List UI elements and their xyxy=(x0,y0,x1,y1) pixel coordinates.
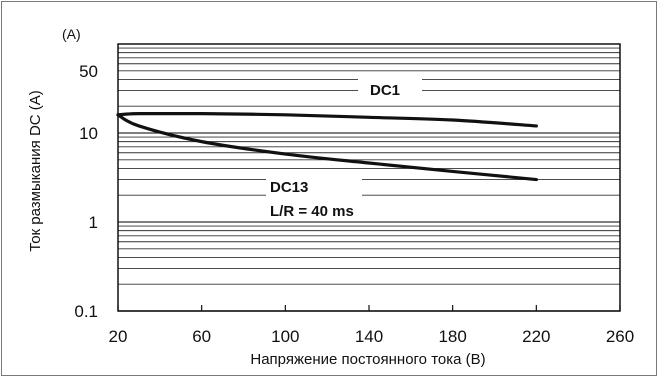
series-line-dc13 xyxy=(116,113,538,182)
series-label-dc1: DC1 xyxy=(370,82,400,99)
x-tick-label: 180 xyxy=(438,327,466,346)
y-axis-label: Ток размыкания DC (A) xyxy=(27,90,44,252)
series-label-dc13: DC13 xyxy=(270,179,308,196)
tick-labels: 20 60 100 140 180 220 260 0.1 1 10 50 xyxy=(74,62,634,346)
x-tick-label: 20 xyxy=(109,327,128,346)
y-tick-label: 1 xyxy=(89,213,98,232)
x-tick-label: 220 xyxy=(522,327,550,346)
dc1-label-bg xyxy=(358,78,422,100)
x-tick-label: 140 xyxy=(355,327,383,346)
series-line-dc1 xyxy=(116,111,538,128)
series-layer xyxy=(116,111,538,182)
x-tick-label: 60 xyxy=(192,327,211,346)
y-tick-label: 0.1 xyxy=(74,302,98,321)
x-axis-label: Напряжение постоянного тока (В) xyxy=(250,351,485,368)
series-sublabel-dc13: L/R = 40 ms xyxy=(270,203,354,220)
x-tick-label: 260 xyxy=(606,327,634,346)
plot-border xyxy=(117,43,621,312)
dc13-label-bg xyxy=(266,176,362,220)
y-tick-label: 10 xyxy=(79,124,98,143)
y-unit-label: (A) xyxy=(62,26,81,42)
x-tick-label: 100 xyxy=(271,327,299,346)
y-tick-label: 50 xyxy=(79,62,98,81)
